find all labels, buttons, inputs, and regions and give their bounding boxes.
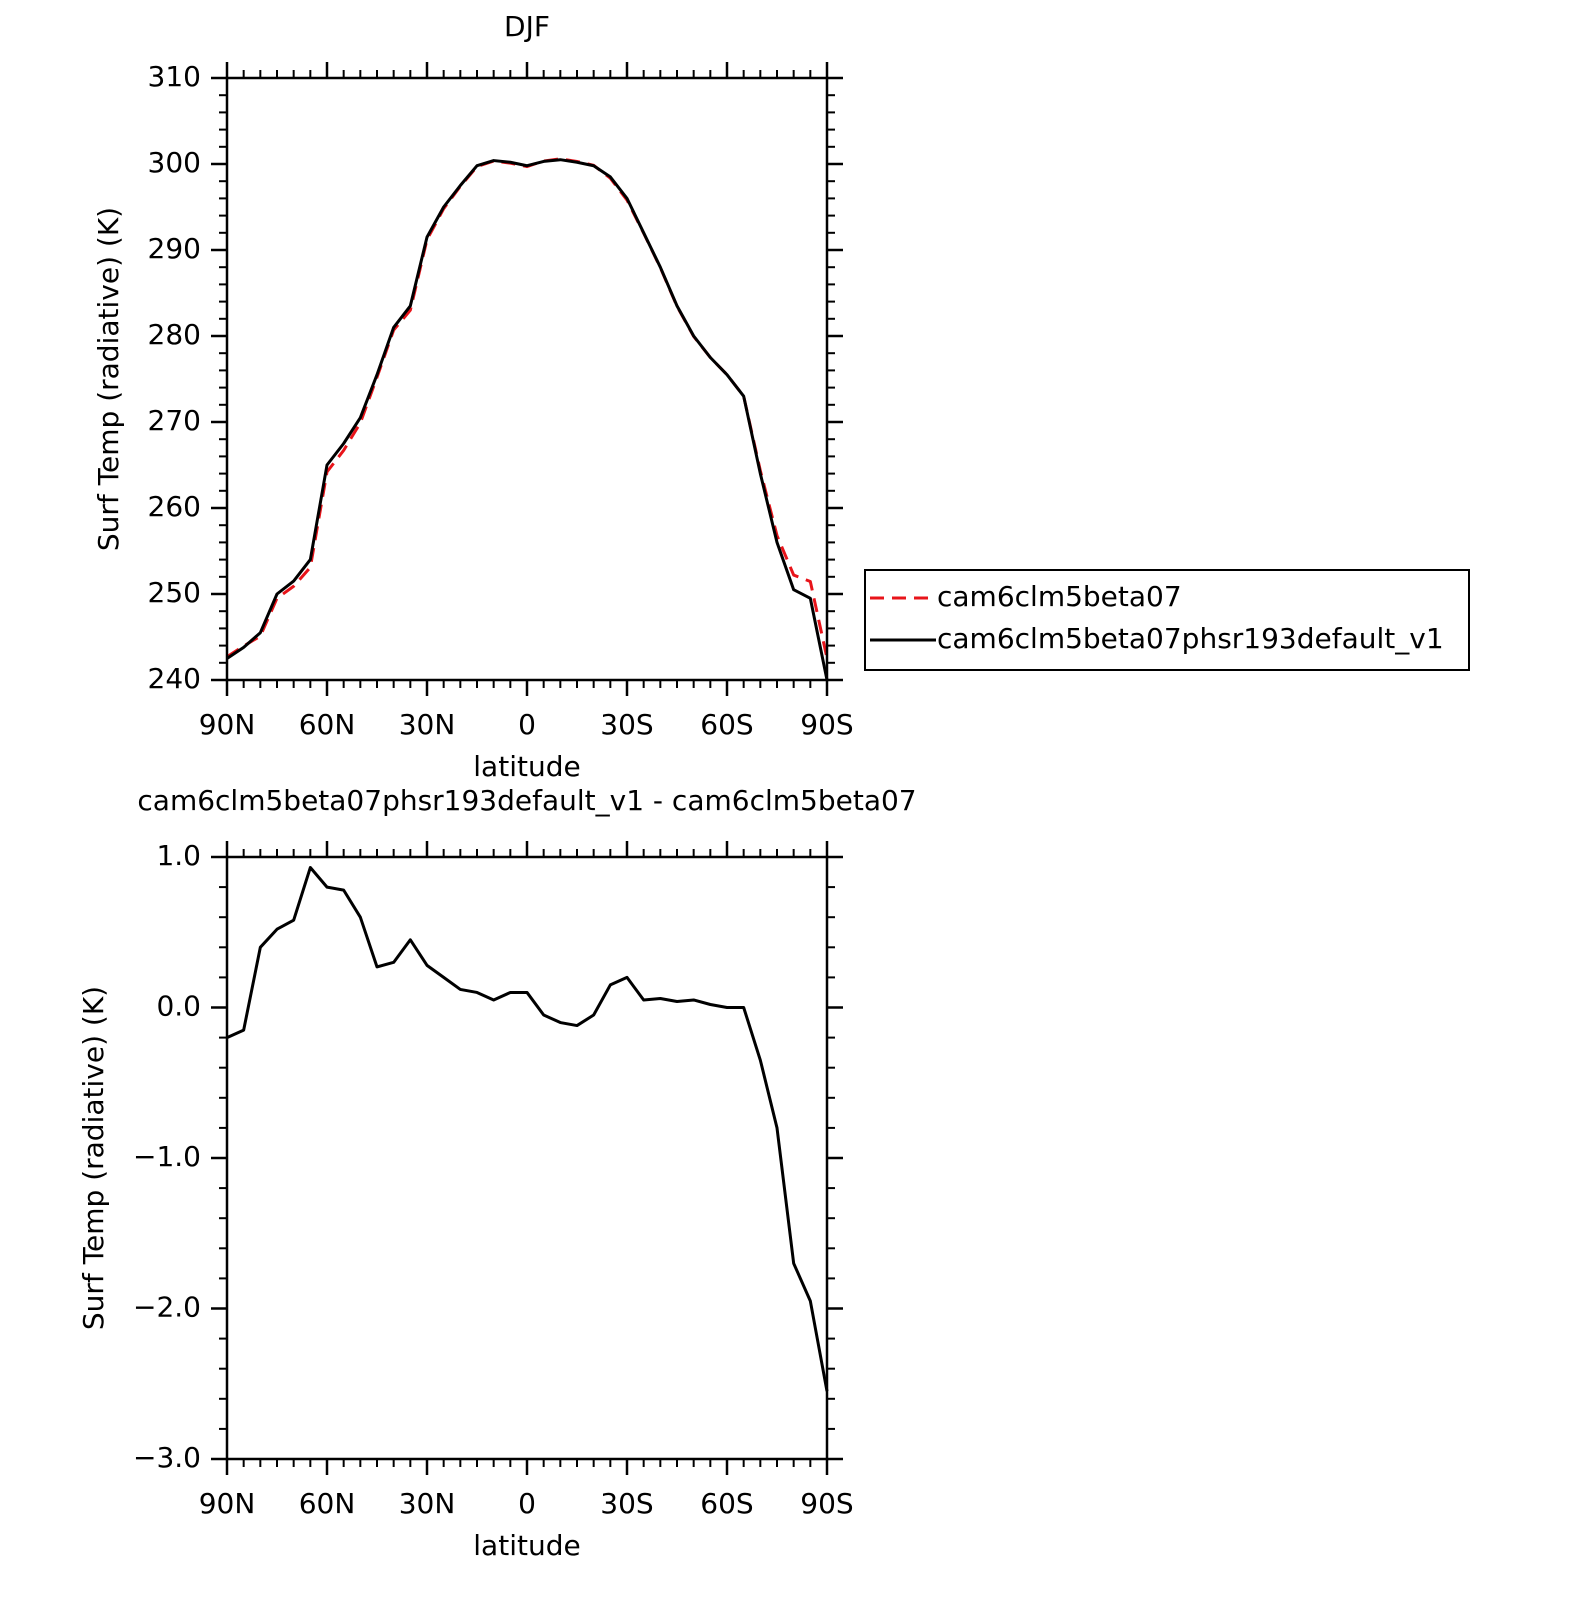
y-axis-label: Surf Temp (radiative) (K): [77, 986, 110, 1330]
series-line: [226, 866, 829, 1392]
chart-title: DJF: [504, 10, 550, 43]
x-tick-label: 60S: [700, 708, 753, 741]
series-line: [226, 157, 829, 659]
x-tick-label: 0: [518, 708, 536, 741]
y-tick-label: 300: [148, 146, 201, 179]
x-tick-label: 90S: [800, 708, 853, 741]
y-tick-label: 290: [148, 232, 201, 265]
x-tick-label: 90N: [199, 708, 256, 741]
y-tick-label: 260: [148, 490, 201, 523]
y-tick-label: 280: [148, 318, 201, 351]
x-tick-label: 60N: [299, 708, 356, 741]
plot-frame: [225, 76, 829, 682]
y-tick-label: −3.0: [133, 1441, 201, 1474]
x-tick-label: 30N: [399, 708, 456, 741]
x-axis-label: latitude: [473, 750, 580, 783]
x-tick-label: 30S: [600, 708, 653, 741]
legend-label: cam6clm5beta07: [937, 580, 1182, 613]
legend-box: [864, 569, 1470, 671]
x-tick-label: 90S: [800, 1487, 853, 1520]
y-axis-label: Surf Temp (radiative) (K): [92, 207, 125, 551]
legend-label: cam6clm5beta07phsr193default_v1: [937, 622, 1444, 655]
y-tick-label: 240: [148, 662, 201, 695]
x-tick-label: 60S: [700, 1487, 753, 1520]
y-tick-label: −2.0: [133, 1291, 201, 1324]
y-tick-label: 0.0: [156, 990, 201, 1023]
x-tick-label: 30N: [399, 1487, 456, 1520]
y-tick-label: 1.0: [156, 839, 201, 872]
x-tick-label: 60N: [299, 1487, 356, 1520]
y-tick-label: −1.0: [133, 1140, 201, 1173]
y-tick-label: 250: [148, 576, 201, 609]
series-line: [226, 158, 829, 681]
plot-frame: [225, 855, 829, 1461]
chart-title: cam6clm5beta07phsr193default_v1 - cam6cl…: [137, 784, 916, 817]
y-tick-label: 270: [148, 404, 201, 437]
y-tick-label: 310: [148, 60, 201, 93]
x-axis-label: latitude: [473, 1529, 580, 1562]
x-tick-label: 30S: [600, 1487, 653, 1520]
x-tick-label: 90N: [199, 1487, 256, 1520]
x-tick-label: 0: [518, 1487, 536, 1520]
